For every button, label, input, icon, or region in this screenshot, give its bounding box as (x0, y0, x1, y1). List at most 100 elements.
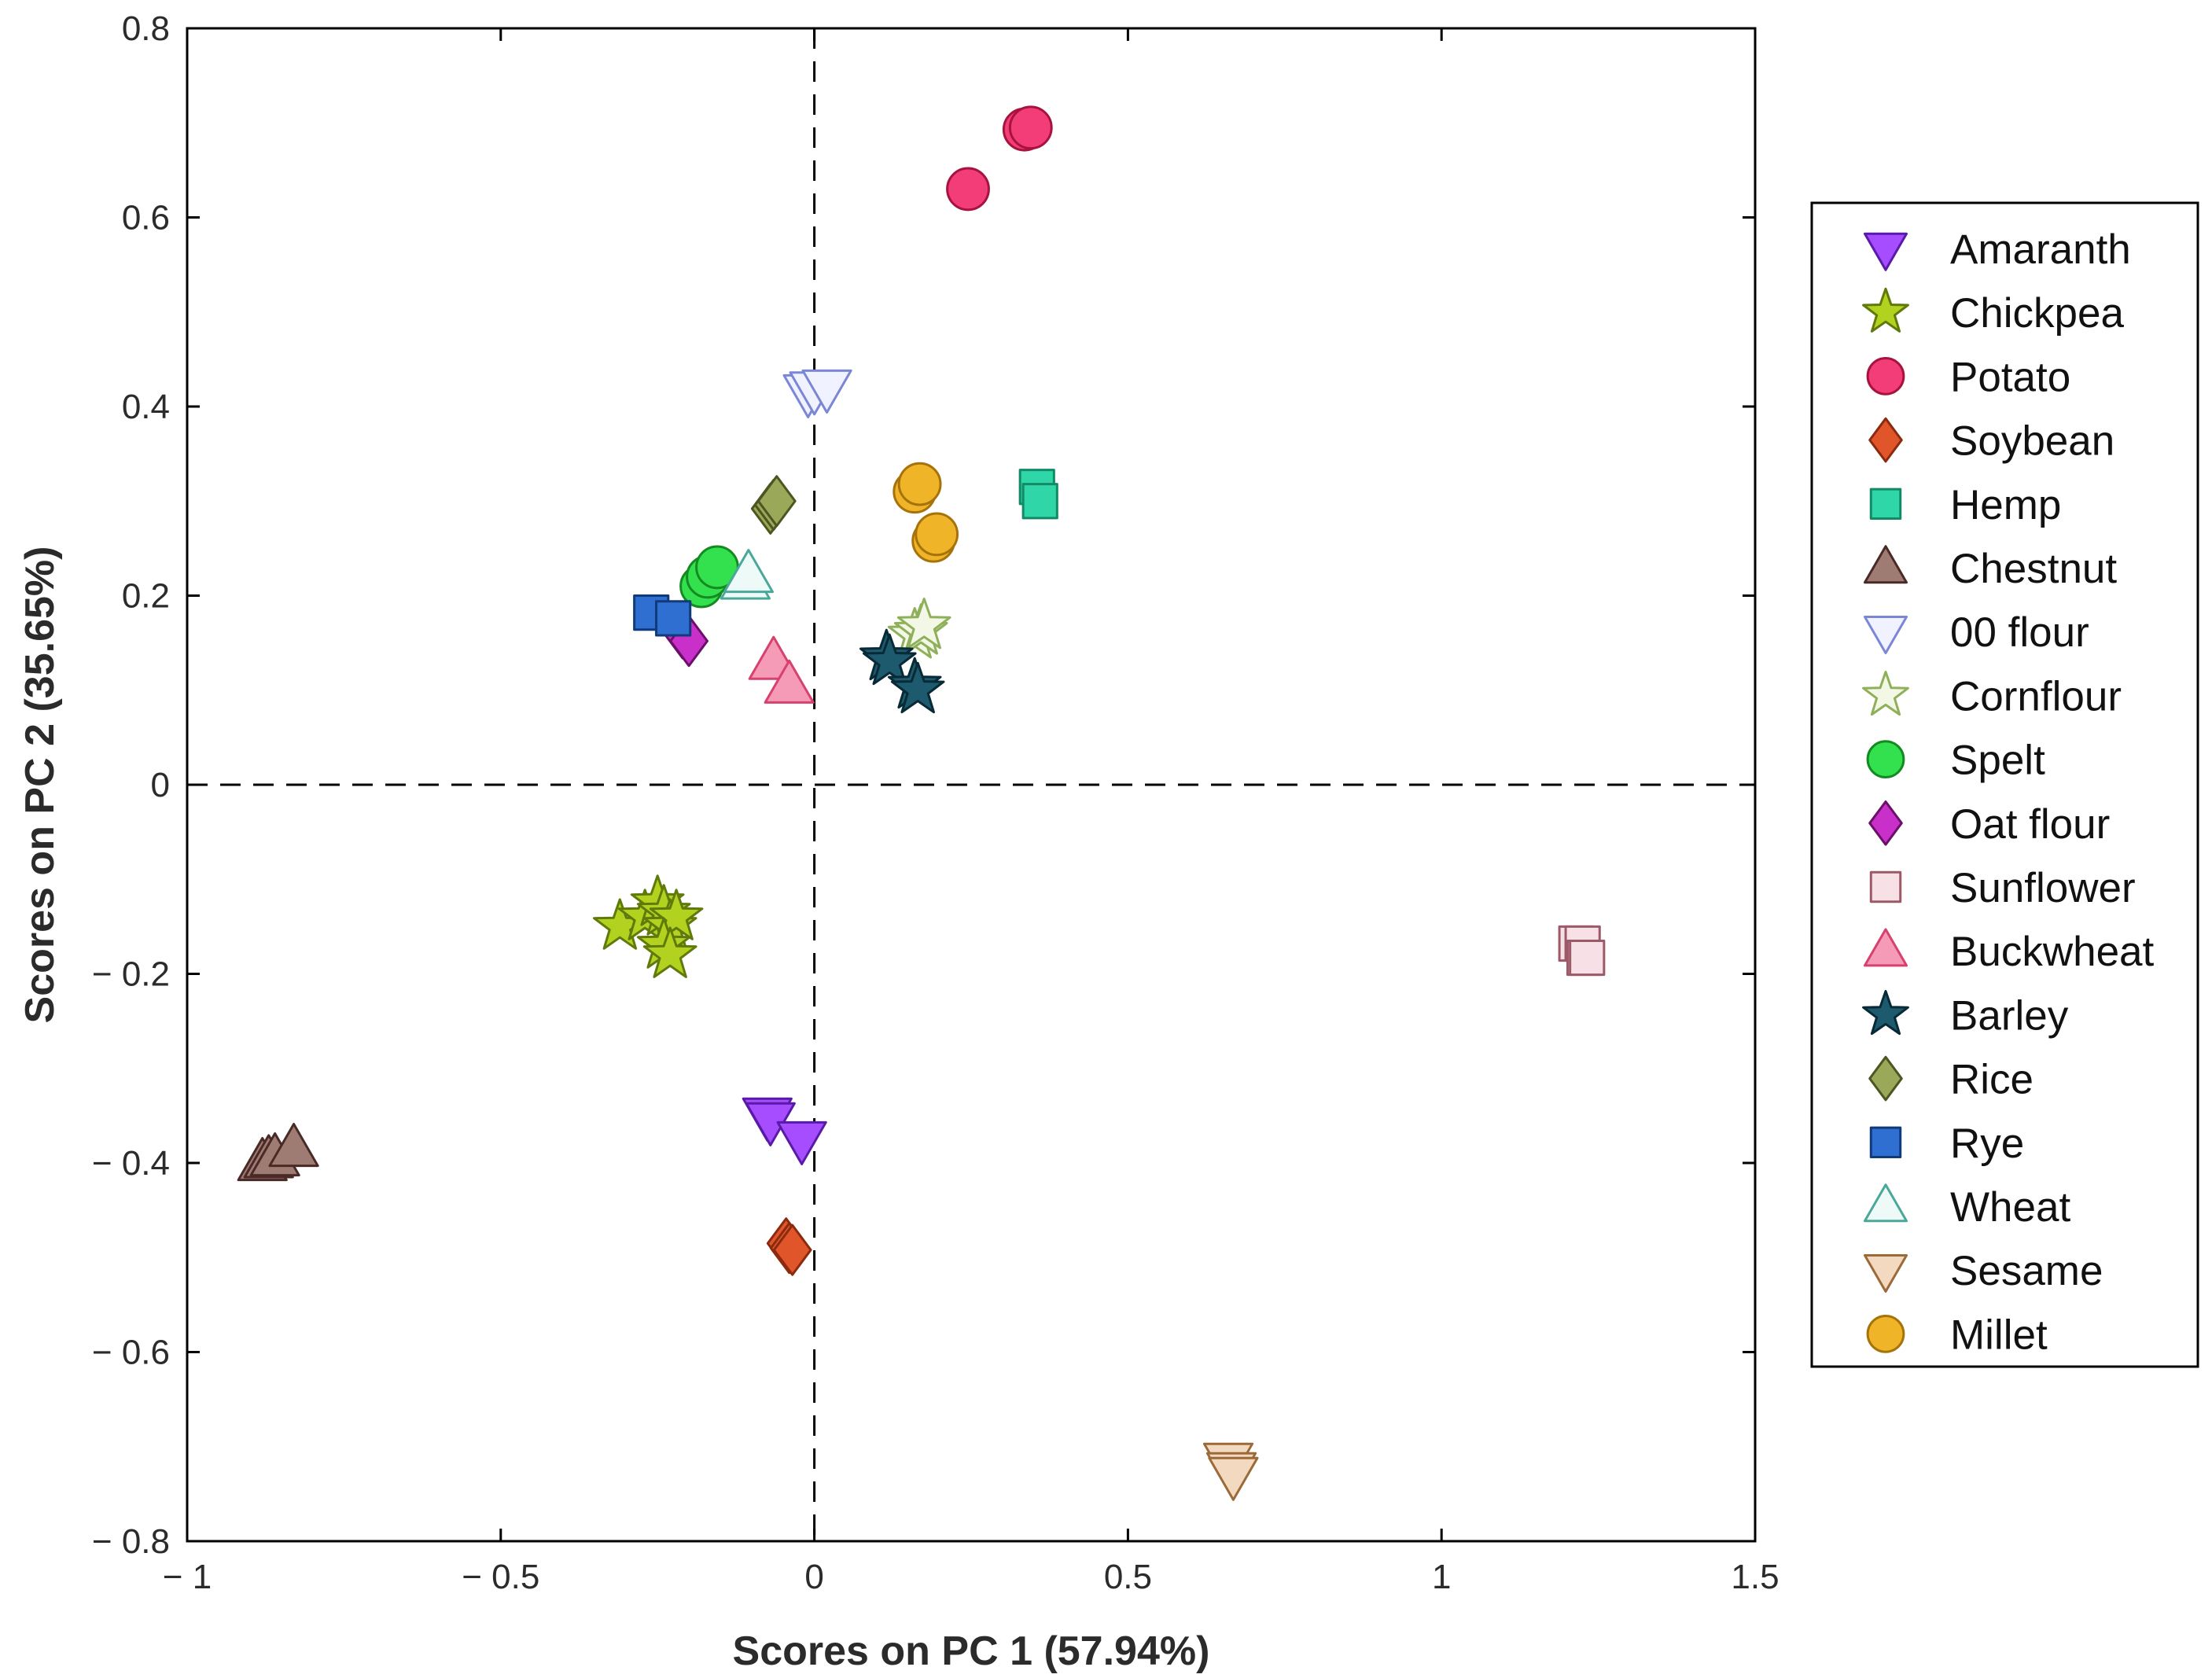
legend-label-sesame: Sesame (1950, 1248, 2103, 1294)
point-chestnut (268, 1122, 319, 1168)
legend-entry-barley: Barley (1862, 990, 2069, 1039)
legend-label-spelt: Spelt (1950, 738, 2045, 784)
point-potato (1008, 105, 1053, 150)
legend-marker-00-flour (1863, 615, 1908, 654)
y-tick-label: − 0.6 (92, 1334, 170, 1372)
legend-box (1810, 201, 2199, 1368)
legend-marker-amaranth (1863, 232, 1908, 271)
series-millet (893, 462, 959, 563)
legend-entry-millet: Millet (1866, 1312, 2048, 1358)
legend-entry-amaranth: Amaranth (1863, 226, 2131, 273)
point-chickpea (642, 926, 697, 978)
data-points (237, 105, 1606, 1501)
series-soybean (766, 1217, 812, 1276)
y-tick-label: 0.4 (122, 388, 170, 426)
point-wheat (723, 549, 774, 594)
legend-entry-hemp: Hemp (1869, 482, 2061, 528)
point-amaranth (776, 1121, 827, 1165)
legend-entry-chickpea: Chickpea (1862, 287, 2124, 337)
legend-label-buckwheat: Buckwheat (1950, 929, 2155, 975)
legend-entry-cornflour: Cornflour (1862, 671, 2122, 719)
point-rye (655, 600, 692, 637)
legend-label-wheat: Wheat (1950, 1184, 2070, 1231)
legend-entry-spelt: Spelt (1866, 738, 2045, 784)
x-tick-label: 0 (804, 1558, 823, 1596)
point-chickpea (649, 889, 704, 940)
y-tick-label: − 0.2 (92, 955, 170, 994)
series-sunflower (1558, 925, 1606, 977)
y-tick-label: − 0.4 (92, 1144, 170, 1183)
legend-entry-wheat: Wheat (1863, 1183, 2070, 1231)
legend-label-rice: Rice (1950, 1057, 2033, 1103)
legend-label-rye: Rye (1950, 1121, 2024, 1167)
legend-label-soybean: Soybean (1950, 418, 2114, 465)
y-tick-label: 0.8 (122, 9, 170, 48)
legend-marker-rye (1869, 1126, 1902, 1159)
series-00-flour (782, 369, 852, 418)
legend-entry-sunflower: Sunflower (1869, 865, 2136, 911)
point-rice (756, 475, 797, 528)
legend-marker-hemp (1869, 488, 1902, 521)
point-cornflour (896, 598, 951, 649)
legend-label-barley: Barley (1950, 992, 2069, 1039)
series-sesame (1202, 1442, 1259, 1501)
point-barley (863, 633, 917, 686)
point-hemp (1021, 483, 1058, 520)
y-tick-label: 0 (151, 766, 170, 804)
series-potato (946, 105, 1053, 212)
x-tick-label: 1.5 (1731, 1558, 1779, 1596)
y-axis-label: Scores on PC 2 (35.65%) (17, 546, 63, 1024)
y-tick-label: 0.2 (122, 577, 170, 616)
legend-label-00-flour: 00 flour (1950, 609, 2089, 656)
legend-entry-chestnut: Chestnut (1863, 545, 2117, 592)
legend-label-potato: Potato (1950, 354, 2070, 400)
point-millet (915, 512, 959, 557)
legend-marker-spelt (1866, 740, 1905, 778)
y-tick-label: 0.6 (122, 199, 170, 237)
point-barley (890, 661, 945, 714)
legend-entry-00-flour: 00 flour (1863, 609, 2089, 656)
legend-marker-cornflour (1862, 671, 1909, 716)
legend-marker-chickpea (1862, 287, 1909, 333)
legend-marker-sunflower (1869, 870, 1902, 903)
legend-entry-rice: Rice (1868, 1055, 2033, 1103)
series-chickpea (593, 874, 704, 978)
series-buckwheat (748, 635, 815, 704)
legend-entry-oat-flour: Oat flour (1868, 800, 2110, 848)
legend-label-hemp: Hemp (1950, 482, 2061, 528)
point-millet (897, 462, 942, 506)
legend-label-sunflower: Sunflower (1950, 865, 2136, 911)
point-potato (946, 167, 990, 212)
legend-marker-sesame (1863, 1253, 1908, 1293)
legend-entry-potato: Potato (1866, 354, 2070, 400)
x-tick-label: 0.5 (1104, 1558, 1152, 1596)
legend-marker-oat-flour (1868, 800, 1903, 846)
legend-label-chestnut: Chestnut (1950, 546, 2117, 592)
legend-marker-buckwheat (1863, 928, 1908, 967)
series-cornflour (887, 598, 951, 659)
series-spelt (679, 545, 739, 609)
series-wheat (720, 549, 774, 600)
legend-entry-rye: Rye (1869, 1121, 2024, 1167)
x-axis-label: Scores on PC 1 (57.94%) (733, 1628, 1210, 1674)
legend-entry-buckwheat: Buckwheat (1863, 928, 2155, 975)
legend-label-oat-flour: Oat flour (1950, 801, 2110, 848)
legend-marker-millet (1866, 1315, 1905, 1353)
point-sunflower (1569, 939, 1606, 977)
y-tick-label: − 0.8 (92, 1522, 170, 1561)
x-tick-label: − 0.5 (462, 1558, 539, 1596)
series-chestnut (237, 1122, 319, 1182)
series-hemp (1018, 469, 1058, 520)
x-tick-label: 1 (1432, 1558, 1451, 1596)
legend-marker-soybean (1868, 417, 1903, 463)
legend-marker-wheat (1863, 1183, 1908, 1223)
legend-label-cornflour: Cornflour (1950, 673, 2122, 719)
reference-lines (187, 28, 1755, 1541)
point-soybean (772, 1224, 812, 1276)
legend-entry-soybean: Soybean (1868, 417, 2114, 465)
x-tick-label: − 1 (163, 1558, 212, 1596)
legend-label-amaranth: Amaranth (1950, 226, 2131, 273)
legend-entry-sesame: Sesame (1863, 1248, 2103, 1294)
legend-marker-rice (1868, 1055, 1903, 1102)
